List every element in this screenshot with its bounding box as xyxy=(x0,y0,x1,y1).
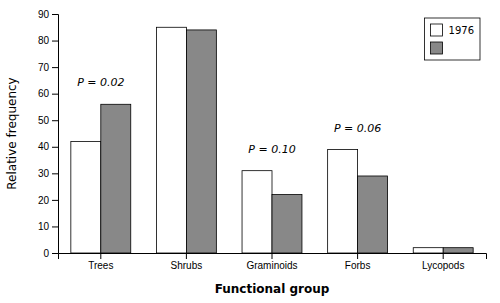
y-tick: 50 xyxy=(38,115,58,126)
x-tick-mark xyxy=(100,253,101,259)
bars xyxy=(71,27,473,253)
x-tick-label: Trees xyxy=(88,260,113,271)
legend: 1976 xyxy=(425,18,480,60)
y-tick: 60 xyxy=(38,88,58,99)
y-tick-label: 80 xyxy=(38,35,50,46)
y-tick-label: 0 xyxy=(43,248,49,259)
y-tick: 10 xyxy=(38,221,58,232)
y-tick: 70 xyxy=(38,62,58,73)
y-tick-label: 10 xyxy=(38,221,50,232)
annotation: P = 0.06 xyxy=(334,122,381,135)
y-axis: 0 10 20 30 40 50 60 70 80 90 xyxy=(38,9,59,259)
x-axis-line xyxy=(59,254,487,260)
y-tick: 30 xyxy=(38,168,58,179)
bar xyxy=(328,149,358,253)
bar xyxy=(413,248,443,253)
x-axis-title: Functional group xyxy=(215,282,330,296)
bar xyxy=(101,104,131,253)
x-axis: Trees Shrubs Graminoids Forbs Lycopods xyxy=(59,253,487,271)
x-tick-label: Lycopods xyxy=(422,260,464,271)
x-tick-mark xyxy=(186,253,187,259)
y-tick-mark xyxy=(52,200,58,201)
y-axis-line xyxy=(52,15,59,254)
bar xyxy=(71,141,101,253)
bar xyxy=(186,30,216,253)
x-tick: Lycopods xyxy=(422,253,464,271)
legend-swatch xyxy=(431,24,443,36)
y-tick-mark xyxy=(52,120,58,121)
y-tick-label: 70 xyxy=(38,62,50,73)
annotation: P = 0.02 xyxy=(77,76,124,89)
y-tick: 20 xyxy=(38,195,58,206)
y-tick-label: 90 xyxy=(38,9,50,20)
y-tick-mark xyxy=(52,67,58,68)
y-axis-title: Relative frequency xyxy=(5,77,19,189)
y-tick-mark xyxy=(52,41,58,42)
legend-frame xyxy=(425,18,480,60)
x-tick-mark xyxy=(272,253,273,259)
annotation: P = 0.10 xyxy=(248,143,295,156)
x-tick: Graminoids xyxy=(246,253,297,271)
x-tick-label: Shrubs xyxy=(171,260,203,271)
y-tick-label: 60 xyxy=(38,88,50,99)
y-tick: 90 xyxy=(38,9,58,20)
bar xyxy=(358,176,388,253)
y-tick: 40 xyxy=(38,141,58,152)
y-tick: 0 xyxy=(43,248,58,259)
x-tick: Shrubs xyxy=(171,253,203,271)
legend-item xyxy=(431,42,443,54)
y-tick-label: 30 xyxy=(38,168,50,179)
annotations: P = 0.02 P = 0.10 P = 0.06 xyxy=(77,76,381,155)
y-tick-mark xyxy=(52,94,58,95)
y-tick-mark xyxy=(52,253,58,254)
chart: Trees Shrubs Graminoids Forbs Lycopods 0 10 20 3… xyxy=(0,0,500,303)
bar xyxy=(443,248,473,253)
y-tick-mark xyxy=(52,173,58,174)
legend-item: 1976 xyxy=(431,24,474,36)
bar xyxy=(242,171,272,253)
y-tick-mark xyxy=(52,226,58,227)
x-tick: Trees xyxy=(88,253,113,271)
x-tick-label: Graminoids xyxy=(246,260,297,271)
x-tick-label: Forbs xyxy=(345,260,371,271)
y-tick-mark xyxy=(52,147,58,148)
x-tick: Forbs xyxy=(345,253,371,271)
x-tick-mark xyxy=(443,253,444,259)
legend-swatch xyxy=(431,42,443,54)
bar xyxy=(272,195,302,253)
x-tick-mark xyxy=(357,253,358,259)
y-tick-label: 50 xyxy=(38,115,50,126)
y-tick: 80 xyxy=(38,35,58,46)
bar xyxy=(156,27,186,253)
y-tick-label: 20 xyxy=(38,195,50,206)
y-tick-label: 40 xyxy=(38,141,50,152)
plot: Trees Shrubs Graminoids Forbs Lycopods 0 10 20 3… xyxy=(38,9,487,271)
y-tick-mark xyxy=(52,14,58,15)
legend-label: 1976 xyxy=(449,25,474,36)
